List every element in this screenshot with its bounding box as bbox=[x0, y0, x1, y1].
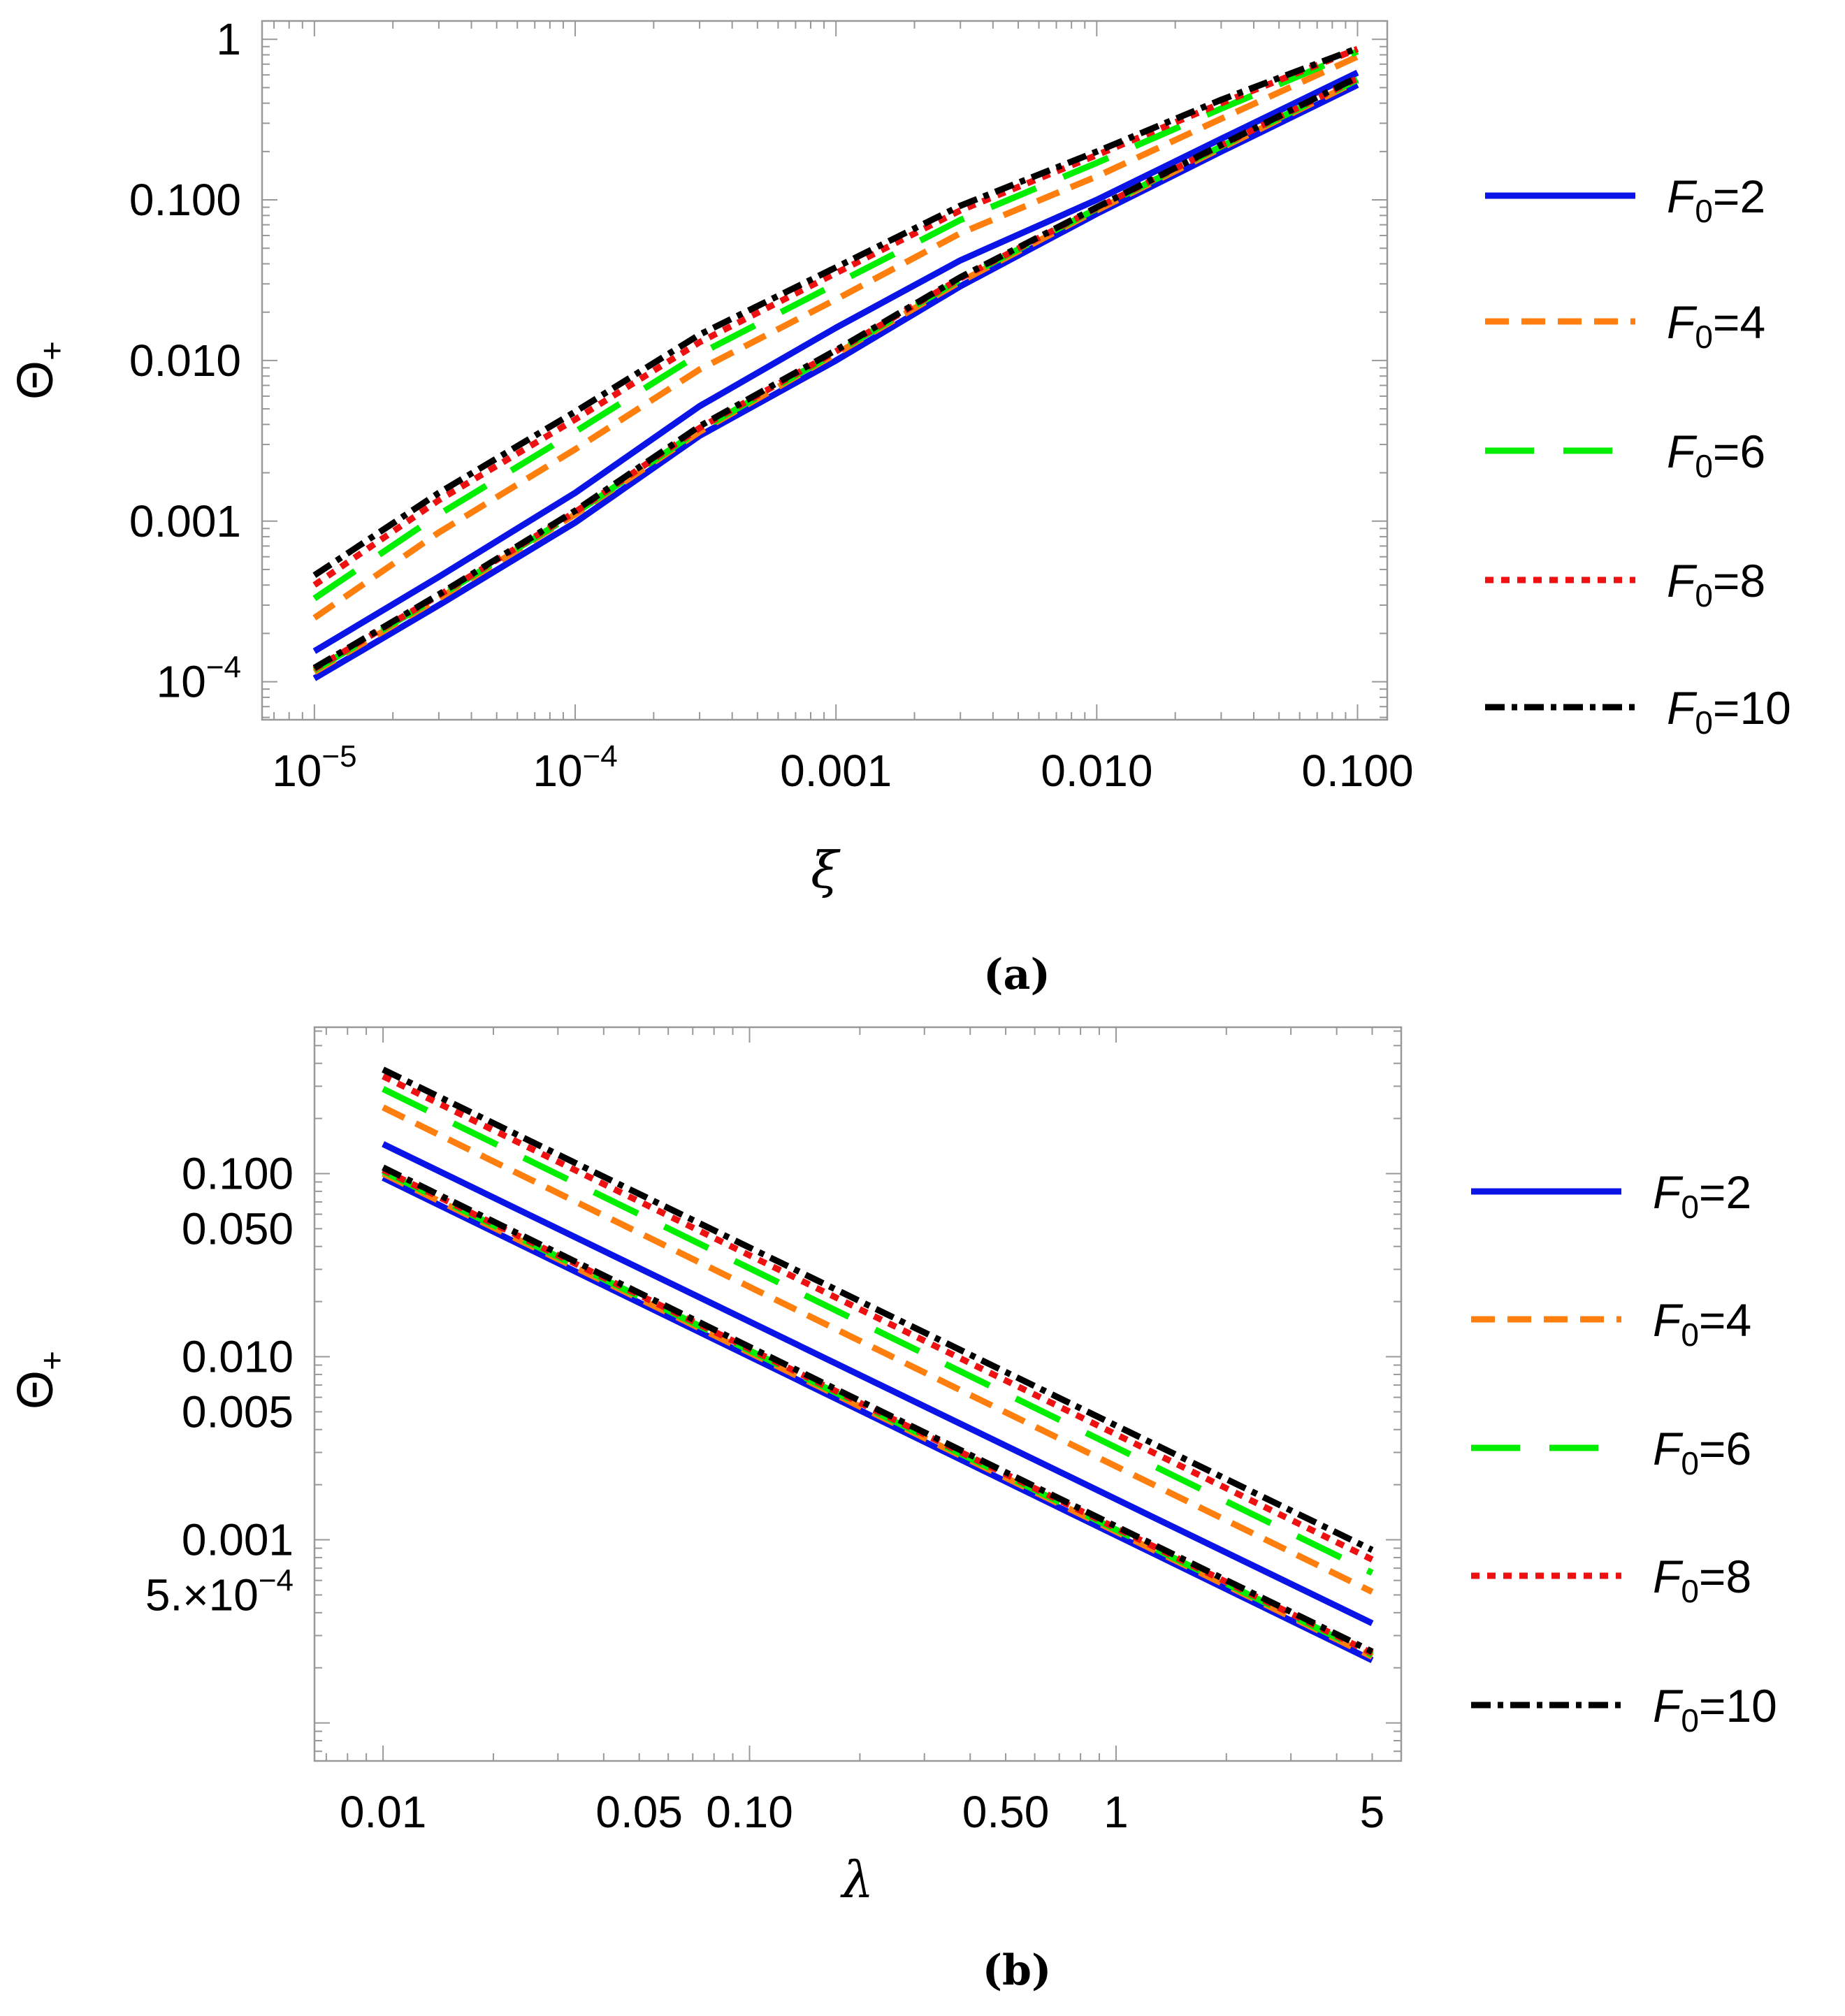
series-group bbox=[382, 1066, 1374, 1663]
y-tick-label: 0.005 bbox=[182, 1386, 294, 1437]
chart-panel-a: 10−5 10−4 0.001 0.010 0.100 10−4 0.001 0.010 0.1… bbox=[8, 14, 1791, 999]
x-tick-label: 1 bbox=[1104, 1787, 1129, 1837]
x-tick-label: 10−5 bbox=[272, 739, 356, 796]
x-tick-label: 10−4 bbox=[533, 739, 617, 796]
panel-caption: (a) bbox=[983, 950, 1050, 999]
legend: F0=2 F0=4 F0=6 F0=8 F0=10 bbox=[1471, 1166, 1777, 1739]
legend-label-f8: F0=8 bbox=[1667, 555, 1765, 614]
legend-label-f2: F0=2 bbox=[1653, 1166, 1751, 1225]
plot-frame bbox=[313, 1026, 1403, 1762]
series-line-f10a bbox=[382, 1066, 1374, 1553]
series-line-f2b bbox=[382, 1175, 1374, 1663]
y-tick-label: 5.×10−4 bbox=[145, 1563, 294, 1620]
legend-label-f4: F0=4 bbox=[1667, 296, 1765, 355]
y-tick-label: 0.100 bbox=[129, 175, 241, 225]
x-tick-label: 0.010 bbox=[1041, 746, 1152, 796]
y-tick-label: 0.001 bbox=[182, 1515, 294, 1565]
x-axis-title: ξ bbox=[811, 841, 841, 899]
legend-label-f6: F0=6 bbox=[1653, 1423, 1751, 1481]
x-tick-label: 5 bbox=[1360, 1787, 1385, 1837]
legend: F0=2 F0=4 F0=6 F0=8 F0=10 bbox=[1485, 171, 1791, 741]
y-tick-label: 0.100 bbox=[182, 1148, 294, 1198]
legend-label-f10: F0=10 bbox=[1667, 682, 1791, 741]
axis-ticks bbox=[262, 21, 1387, 720]
legend-label-f8: F0=8 bbox=[1653, 1551, 1751, 1609]
x-tick-label: 0.01 bbox=[340, 1787, 427, 1837]
y-tick-label: 1 bbox=[216, 14, 241, 64]
series-line-f6a bbox=[312, 48, 1359, 602]
y-tick-label: 10−4 bbox=[157, 651, 241, 707]
plot-frame bbox=[261, 20, 1389, 721]
y-tick-label: 0.001 bbox=[129, 496, 241, 546]
series-line-f2b bbox=[312, 82, 1359, 681]
legend-label-f2: F0=2 bbox=[1667, 171, 1765, 229]
y-tick-label: 0.010 bbox=[182, 1332, 294, 1382]
y-tick-label: 0.010 bbox=[129, 335, 241, 386]
series-line-f4a bbox=[382, 1104, 1374, 1595]
y-tick-label: 0.050 bbox=[182, 1203, 294, 1254]
legend-label-f10: F0=10 bbox=[1653, 1680, 1777, 1739]
x-tick-label: 0.001 bbox=[780, 746, 892, 796]
series-line-f10a bbox=[312, 45, 1359, 579]
series-line-f6a bbox=[382, 1086, 1374, 1576]
y-axis-title: Θ+ bbox=[8, 341, 71, 400]
series-line-f8a bbox=[312, 45, 1359, 588]
panel-caption: (b) bbox=[983, 1946, 1052, 1995]
legend-label-f4: F0=4 bbox=[1653, 1294, 1751, 1353]
series-group bbox=[312, 45, 1359, 681]
series-line-f10b bbox=[382, 1164, 1374, 1655]
x-tick-label: 0.50 bbox=[962, 1787, 1050, 1837]
series-line-f2a bbox=[312, 69, 1359, 654]
series-line-f6b bbox=[312, 77, 1359, 673]
y-axis-title: Θ+ bbox=[8, 1351, 71, 1409]
x-tick-label: 0.05 bbox=[595, 1787, 683, 1837]
axis-ticks bbox=[314, 1027, 1402, 1761]
x-axis-title: λ bbox=[840, 1850, 874, 1909]
legend-label-f6: F0=6 bbox=[1667, 426, 1765, 484]
x-tick-label: 0.10 bbox=[706, 1787, 793, 1837]
series-line-f4a bbox=[312, 53, 1359, 621]
series-line-f8a bbox=[382, 1073, 1374, 1562]
series-line-f2a bbox=[382, 1141, 1374, 1627]
x-tick-label: 0.100 bbox=[1301, 746, 1413, 796]
series-line-f10b bbox=[312, 74, 1359, 671]
